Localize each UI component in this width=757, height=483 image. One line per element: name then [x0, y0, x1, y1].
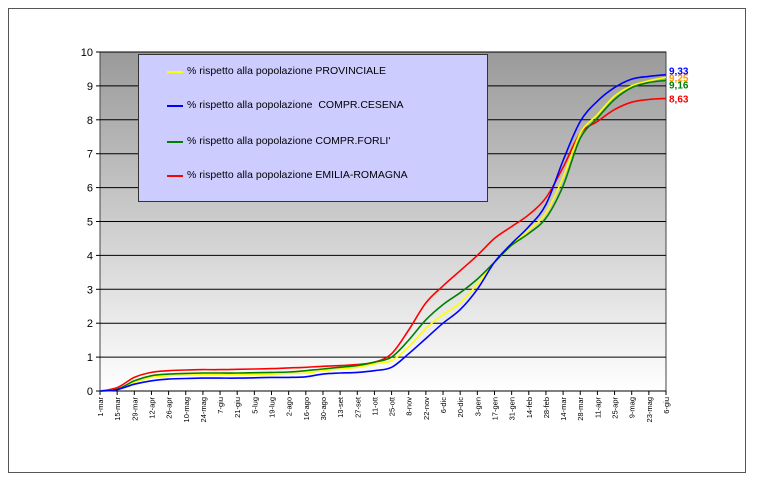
legend-label-cesena: % rispetto alla popolazione COMPR.CESENA [187, 99, 404, 111]
end-labels: 9,259,33 9,16 8,63 [669, 67, 689, 106]
x-tick-label: 3-gen [473, 397, 482, 416]
legend-item-forli: % rispetto alla popolazione COMPR.FORLI' [167, 135, 391, 147]
legend-item-emilia-romagna: % rispetto alla popolazione EMILIA-ROMAG… [167, 169, 408, 181]
y-tick-label: 6 [87, 183, 93, 195]
x-tick-label: 10-mag [182, 397, 191, 422]
y-tick-label: 10 [81, 47, 93, 59]
x-tick-label: 11-apr [593, 396, 602, 418]
x-tick-label: 25-apr [611, 397, 620, 419]
x-tick-label: 25-ott [388, 396, 397, 416]
series-line-cesena [99, 73, 667, 392]
legend-swatch-emilia-romagna [167, 175, 183, 177]
x-tick-label: 2-ago [285, 397, 294, 416]
x-tick-label: 14-mar [559, 397, 568, 421]
x-tick-label: 6-giu [662, 397, 671, 414]
x-tick-label: 27-set [353, 396, 362, 418]
legend-item-provinciale: % rispetto alla popolazione PROVINCIALE [167, 65, 387, 77]
x-tick-label: 31-gen [508, 397, 517, 420]
x-axis: 1-mar 15-mar 29-mar 12-apr 26-apr 10-mag 24-ma… [96, 391, 671, 422]
legend-swatch-forli [167, 141, 183, 143]
x-tick-label: 6-dic [439, 397, 448, 414]
x-tick-label: 7-giu [216, 397, 225, 414]
x-tick-label: 21-giu [233, 397, 242, 418]
x-tick-label: 11-ott [370, 396, 379, 416]
x-tick-label: 8-nov [405, 397, 414, 416]
x-tick-label: 22-nov [422, 397, 431, 420]
y-tick-label: 4 [87, 250, 93, 262]
x-tick-label: 13-set [336, 396, 345, 418]
x-tick-label: 23-mag [645, 397, 654, 422]
x-tick-label: 20-dic [456, 397, 465, 418]
x-tick-label: 12-apr [147, 397, 156, 419]
legend-label-provinciale: % rispetto alla popolazione PROVINCIALE [187, 65, 387, 77]
x-tick-label: 5-lug [250, 397, 259, 414]
y-tick-label: 8 [87, 115, 93, 127]
series-group [99, 73, 667, 392]
series-line-forli [99, 79, 667, 392]
y-tick-label: 3 [87, 284, 93, 296]
legend: % rispetto alla popolazione PROVINCIALE … [138, 54, 488, 202]
y-tick-label: 9 [87, 81, 93, 93]
legend-label-forli: % rispetto alla popolazione COMPR.FORLI' [187, 135, 391, 147]
y-tick-label: 5 [87, 217, 93, 229]
end-label-forli: 9,16 [669, 80, 689, 91]
x-tick-label: 14-feb [525, 397, 534, 418]
x-tick-label: 30-ago [319, 397, 328, 420]
series-line-provinciale [99, 76, 667, 392]
y-tick-label: 2 [87, 318, 93, 330]
x-tick-label: 24-mag [199, 397, 208, 422]
x-tick-label: 1-mar [96, 397, 105, 417]
x-tick-label: 19-lug [268, 397, 277, 418]
legend-swatch-cesena [167, 105, 183, 107]
x-tick-label: 15-mar [113, 397, 122, 421]
y-tick-label: 7 [87, 149, 93, 161]
x-tick-label: 16-ago [302, 397, 311, 420]
x-tick-label: 28-mar [576, 397, 585, 421]
y-tick-label: 1 [87, 352, 93, 364]
series-line-emilia-romagna [99, 97, 667, 392]
x-tick-label: 9-mag [628, 397, 637, 418]
y-axis: 0 1 2 3 4 5 6 7 8 9 10 [81, 47, 100, 398]
legend-item-cesena: % rispetto alla popolazione COMPR.CESENA [167, 99, 404, 111]
legend-label-emilia-romagna: % rispetto alla popolazione EMILIA-ROMAG… [187, 169, 408, 181]
end-label-emilia-romagna: 8,63 [669, 94, 689, 105]
x-tick-label: 29-mar [130, 397, 139, 421]
end-label-provinciale: 9,25 [669, 73, 689, 84]
x-tick-label: 17-gen [490, 397, 499, 420]
legend-swatch-provinciale [167, 71, 183, 73]
x-tick-label: 26-apr [165, 397, 174, 419]
x-tick-label: 28-feb [542, 397, 551, 418]
y-tick-label: 0 [87, 386, 93, 398]
end-label-cesena: 9,33 [669, 67, 689, 78]
